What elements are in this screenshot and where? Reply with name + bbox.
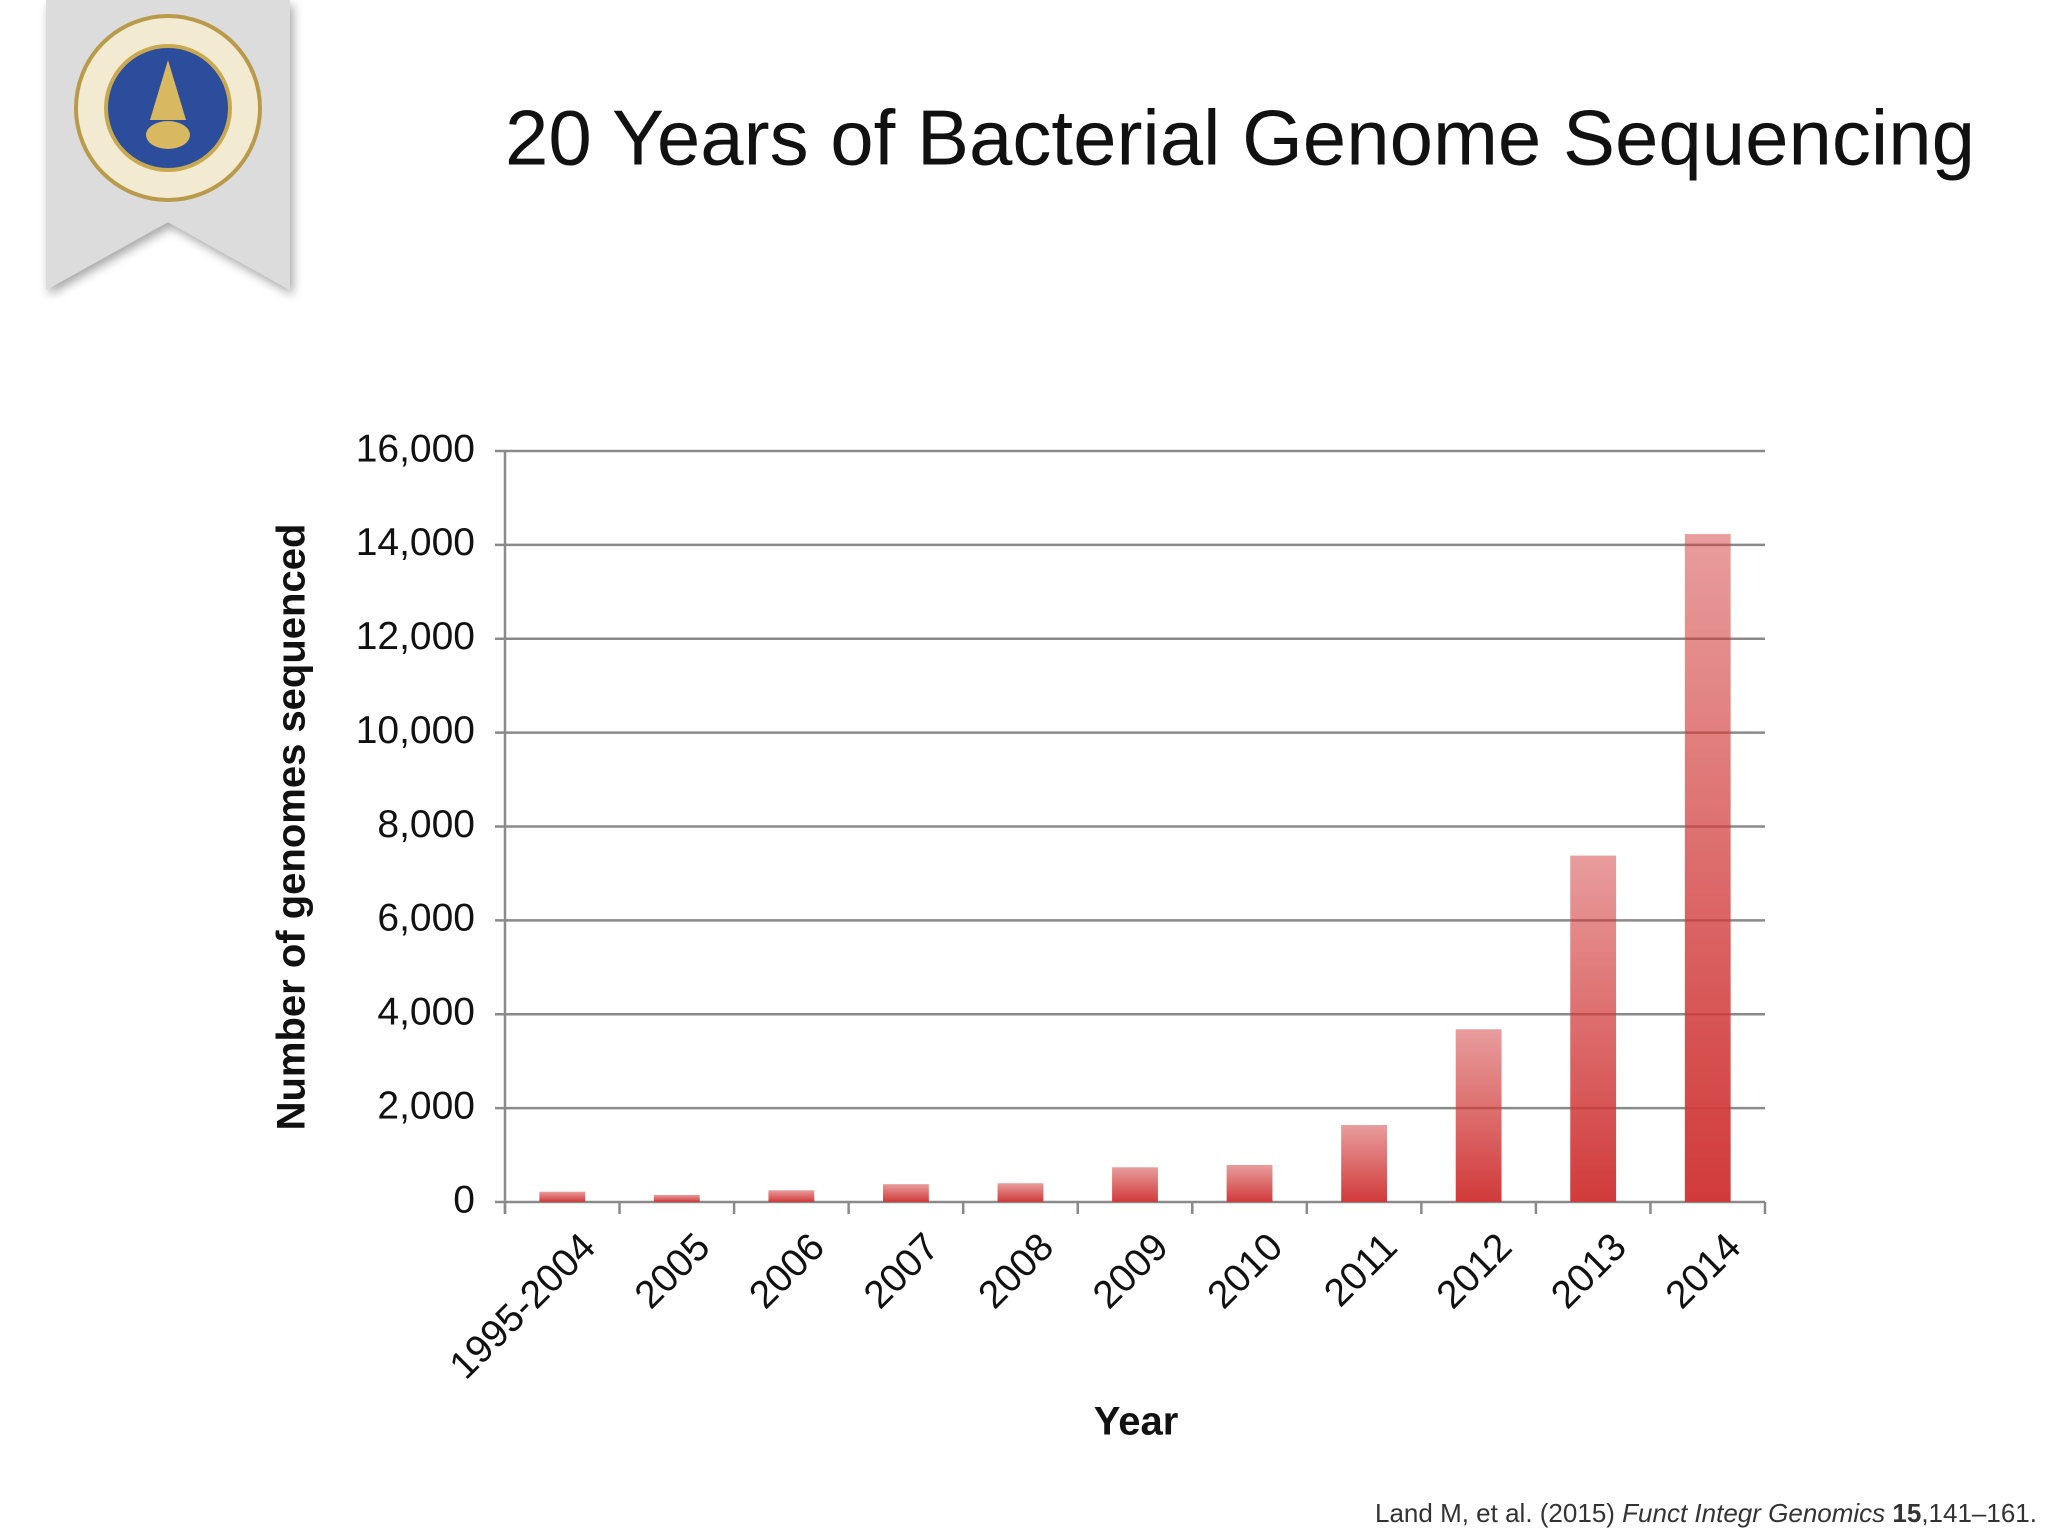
citation-volume: 15 <box>1892 1498 1921 1528</box>
y-tick-label: 14,000 <box>356 521 475 564</box>
x-tick-label: 2010 <box>1199 1225 1291 1317</box>
y-tick-label: 6,000 <box>377 897 475 940</box>
x-tick-label: 2014 <box>1658 1225 1750 1317</box>
slide-title: 20 Years of Bacterial Genome Sequencing <box>505 94 1975 182</box>
bar <box>768 1190 815 1202</box>
bar <box>539 1191 586 1202</box>
bar <box>1341 1125 1387 1202</box>
bar <box>1455 1029 1502 1202</box>
x-tick-label: 2006 <box>741 1225 833 1317</box>
y-axis-label: Number of genomes sequenced <box>270 524 314 1131</box>
y-tick-label: 8,000 <box>377 803 475 846</box>
y-tick-label: 4,000 <box>377 991 475 1034</box>
citation: Land M, et al. (2015) Funct Integr Genom… <box>1375 1498 2037 1528</box>
x-tick-label: 2011 <box>1316 1225 1406 1315</box>
citation-pages: ,141–161. <box>1921 1498 2037 1528</box>
bar <box>883 1184 929 1202</box>
x-tick-label: 2007 <box>856 1225 948 1317</box>
y-tick-label: 0 <box>453 1178 475 1221</box>
bar <box>1226 1164 1273 1202</box>
y-tick-label: 12,000 <box>356 615 475 658</box>
y-tick-label: 10,000 <box>356 709 475 752</box>
x-tick-label: 2009 <box>1085 1225 1177 1317</box>
bar <box>1570 855 1617 1202</box>
x-tick-label: 2012 <box>1429 1225 1521 1317</box>
x-tick-label: 2013 <box>1543 1225 1635 1317</box>
bar <box>1112 1167 1158 1202</box>
x-axis-label: Year <box>1094 1400 1179 1444</box>
bar <box>653 1194 700 1202</box>
y-tick-label: 2,000 <box>377 1084 475 1127</box>
citation-journal: Funct Integr Genomics <box>1622 1498 1885 1528</box>
bar <box>997 1183 1044 1202</box>
citation-authors: Land M, et al. (2015) <box>1375 1498 1615 1528</box>
x-tick-label: 2005 <box>627 1225 719 1317</box>
x-tick-label: 1995-2004 <box>442 1225 604 1387</box>
y-tick-label: 16,000 <box>356 427 475 470</box>
x-tick-label: 2008 <box>970 1225 1062 1317</box>
logo-ribbon <box>46 0 290 290</box>
bar <box>1684 534 1731 1202</box>
